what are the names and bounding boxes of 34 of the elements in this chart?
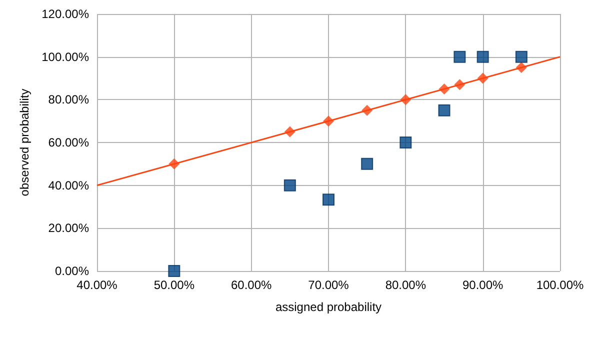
- point: [168, 158, 180, 170]
- point: [284, 126, 296, 138]
- y-tick-label: 80.00%: [48, 92, 90, 107]
- point: [438, 83, 450, 94]
- x-tick-label: 50.00%: [154, 278, 195, 292]
- point: [454, 50, 466, 63]
- x-tick-label: 40.00%: [76, 278, 118, 292]
- point: [400, 94, 412, 106]
- y-tick-label: 0.00%: [54, 264, 90, 278]
- x-tick-label: 90.00%: [462, 278, 504, 292]
- point: [477, 72, 488, 84]
- point: [454, 79, 466, 90]
- point: [516, 62, 527, 74]
- y-tick-label: 20.00%: [48, 221, 90, 236]
- point: [515, 50, 528, 63]
- x-tick-label: 60.00%: [230, 278, 272, 292]
- point: [323, 116, 334, 127]
- point: [284, 179, 296, 192]
- y-tick-label: 60.00%: [48, 136, 90, 150]
- point: [476, 50, 489, 63]
- point: [361, 158, 374, 170]
- y-tick-label: 40.00%: [48, 178, 90, 192]
- point: [322, 194, 334, 206]
- point: [400, 136, 412, 148]
- point: [438, 104, 450, 116]
- x-tick-label: 70.00%: [308, 278, 350, 292]
- point: [362, 104, 373, 116]
- point: [168, 265, 180, 277]
- y-axis-title: observed probability: [18, 88, 32, 196]
- x-tick-label: 100.00%: [536, 278, 584, 292]
- y-tick-label: 120.00%: [42, 7, 90, 21]
- x-tick-label: 80.00%: [385, 278, 426, 292]
- y-tick-label: 100.00%: [42, 50, 90, 64]
- x-axis-title: assigned probability: [275, 300, 382, 314]
